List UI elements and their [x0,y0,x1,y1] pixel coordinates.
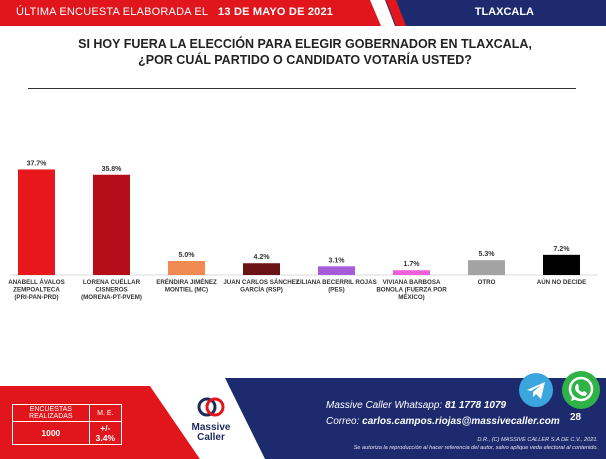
category-label-5: VIVIANA BARBOSA BONOLA (FUERZA POR MÉXICO) [376,279,447,301]
question-line-2: ¿POR CUÁL PARTIDO O CANDIDATO VOTARÍA US… [138,53,472,67]
category-label-3: JUAN CARLOS SÁNCHEZ GARCÍA (RSP) [223,279,300,294]
whatsapp-contact: Massive Caller Whatsapp: 81 1778 1079 [326,398,560,414]
question-line-1: SI HOY FUERA LA ELECCIÓN PARA ELEGIR GOB… [78,37,532,51]
bar-1 [93,174,130,275]
category-label-1: LORENA CUÉLLAR CISNEROS (MORENA-PT-PVEM) [81,278,142,301]
stats-table: ENCUESTAS REALIZADAS M. E. 1000 +/- 3.4% [12,404,123,445]
survey-stats: ENCUESTAS REALIZADAS M. E. 1000 +/- 3.4% [12,404,123,445]
bar-5 [393,270,430,275]
value-label-7: 7.2% [554,246,571,253]
value-label-1: 35.8% [102,166,123,173]
whatsapp-number: 81 1778 1079 [444,400,507,411]
legal-line-2: Se autoriza la reproducción al hacer ref… [353,445,598,451]
bar-3 [243,263,280,275]
surveys-label: ENCUESTAS REALIZADAS [12,404,90,422]
bar-6 [468,260,505,275]
whatsapp-icon[interactable] [562,371,600,409]
title-divider [28,88,576,89]
region-label: TLAXCALA [474,6,534,18]
contact-info: Massive Caller Whatsapp: 81 1778 1079 Co… [326,398,560,430]
telegram-icon[interactable] [519,373,553,407]
top-bar-shapes [0,0,606,26]
whatsapp-label: Massive Caller Whatsapp: [326,400,443,411]
logo-mark-icon [197,397,225,417]
logo-line-1: Massive [191,422,231,433]
margin-error-label: M. E. [88,404,123,422]
value-label-0: 37.7% [27,160,48,167]
margin-error-value: +/- 3.4% [88,421,123,445]
email-address[interactable]: carlos.campos.riojas@massivecaller.com [362,416,560,427]
bar-chart: 37.7% ANABELL ÁVALOS ZEMPOALTECA (PRI-PAN-P… [8,160,598,301]
email-contact: Correo: carlos.campos.riojas@massivecall… [326,414,560,430]
category-label-0: ANABELL ÁVALOS ZEMPOALTECA (PRI-PAN-PRD) [8,279,65,301]
chart-question: SI HOY FUERA LA ELECCIÓN PARA ELEGIR GOB… [40,36,570,68]
telegram-plane-icon [527,382,545,399]
survey-date: 13 DE MAYO DE 2021 [218,6,334,18]
value-label-4: 3.1% [329,257,346,264]
survey-date-prefix: ÚLTIMA ENCUESTA ELABORADA EL [16,6,209,18]
category-label-4: LILIANA BECERRIL ROJAS (PES) [296,279,376,294]
logo-line-2: Caller [197,432,225,443]
surveys-value: 1000 [12,421,90,445]
legal-line-1: D.R., (C) MASSIVE CALLER S.A DE C.V., 20… [477,437,598,443]
category-label-2: ERÉNDIRA JIMÉNEZ MONTIEL (MC) [156,278,217,294]
whatsapp-phone-icon [568,376,594,402]
category-label-6: OTRO [478,279,496,286]
survey-date-text: ÚLTIMA ENCUESTA ELABORADA EL 13 DE MAYO … [16,6,333,18]
value-label-2: 5.0% [179,252,196,259]
email-label: Correo: [326,416,360,427]
top-bar: ÚLTIMA ENCUESTA ELABORADA EL 13 DE MAYO … [0,0,606,26]
value-label-6: 5.3% [479,251,496,258]
massive-caller-logo: Massive Caller [186,396,236,443]
whatsapp-share-count: 28 [570,412,582,423]
legal-notice: D.R., (C) MASSIVE CALLER S.A DE C.V., 20… [354,436,598,452]
bar-0 [18,169,55,275]
bar-2 [168,261,205,275]
value-label-5: 1.7% [404,261,421,268]
bar-4 [318,266,355,275]
value-label-3: 4.2% [254,254,271,261]
bar-7 [543,254,580,275]
category-label-7: AÚN NO DECIDE [537,279,587,286]
